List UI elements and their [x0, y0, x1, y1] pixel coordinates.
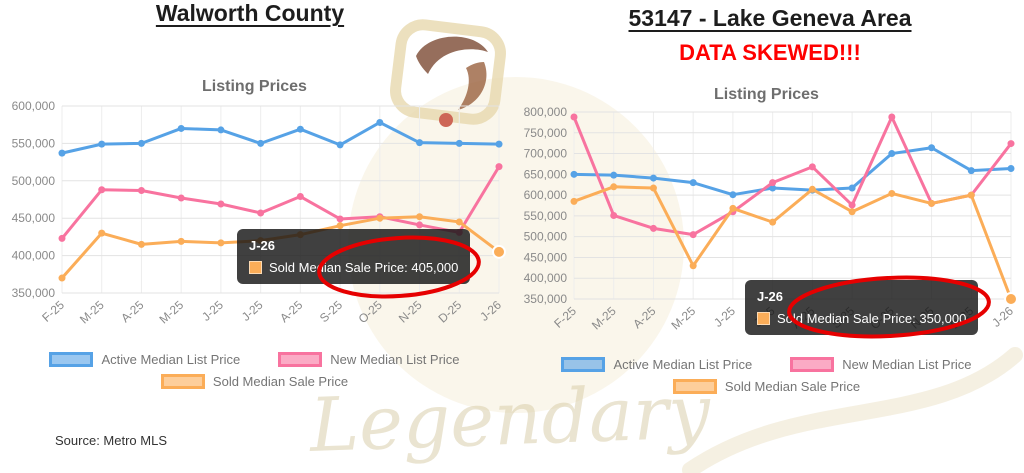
svg-text:650,000: 650,000 — [524, 167, 568, 181]
svg-text:800,000: 800,000 — [524, 105, 568, 119]
left-panel-title: Walworth County — [155, 0, 345, 26]
svg-text:J-25: J-25 — [239, 298, 266, 324]
svg-text:F-25: F-25 — [551, 304, 579, 331]
svg-text:750,000: 750,000 — [524, 126, 568, 140]
svg-text:J-25: J-25 — [199, 298, 226, 324]
logo-emblem — [390, 19, 506, 127]
tooltip-swatch-sold — [249, 261, 262, 274]
walworth-listing-prices-chart[interactable]: F-25 M-25 A-25 M-25 J-25 J-25 A-25 S-25 O-25 N-25… — [2, 98, 507, 343]
watermark-swoosh — [682, 347, 1023, 473]
svg-text:500,000: 500,000 — [12, 174, 56, 188]
legend-label-sold: Sold Median Sale Price — [212, 374, 349, 389]
svg-text:O-25: O-25 — [356, 298, 385, 326]
legend-label-new: New Median List Price — [330, 352, 460, 367]
right-chart-legend: Active Median List Price New Median List… — [514, 357, 1019, 401]
tooltip-title: J-26 — [249, 238, 276, 253]
tooltip-right: J-26 Sold Median Sale Price: 350,000 — [745, 280, 979, 335]
left-chart-legend: Active Median List Price New Median List… — [2, 352, 507, 396]
tooltip-text: Sold Median Sale Price: 350,000 — [777, 311, 967, 326]
legend-swatch-new — [278, 352, 323, 367]
svg-text:700,000: 700,000 — [524, 147, 568, 161]
svg-text:A-25: A-25 — [277, 298, 305, 326]
svg-text:A-25: A-25 — [630, 304, 658, 332]
legend-swatch-new — [790, 357, 835, 372]
legend-label-active: Active Median List Price — [613, 357, 753, 372]
tooltip-left: J-26 Sold Median Sale Price: 405,000 — [237, 229, 471, 284]
svg-text:A-25: A-25 — [118, 298, 146, 326]
svg-text:400,000: 400,000 — [524, 271, 568, 285]
tooltip-text: Sold Median Sale Price: 405,000 — [269, 260, 459, 275]
svg-text:J-26: J-26 — [477, 298, 504, 324]
tooltip-swatch-sold — [757, 312, 770, 325]
source-note: Source: Metro MLS — [55, 433, 167, 448]
legend-item-active-median-list[interactable]: Active Median List Price — [561, 357, 752, 372]
data-skewed-warning: DATA SKEWED!!! — [679, 40, 861, 65]
svg-text:M-25: M-25 — [669, 304, 699, 333]
svg-text:550,000: 550,000 — [12, 136, 56, 150]
legend-label-sold: Sold Median Sale Price — [724, 379, 861, 394]
svg-text:600,000: 600,000 — [524, 188, 568, 202]
svg-text:550,000: 550,000 — [524, 209, 568, 223]
watermark-circle — [348, 77, 684, 413]
svg-text:450,000: 450,000 — [12, 211, 56, 225]
legend-swatch-sold — [160, 374, 205, 389]
left-chart-title: Listing Prices — [202, 78, 307, 95]
svg-text:M-25: M-25 — [77, 298, 107, 327]
legend-swatch-sold — [672, 379, 717, 394]
legend-item-active-median-list[interactable]: Active Median List Price — [49, 352, 240, 367]
svg-text:350,000: 350,000 — [524, 292, 568, 306]
svg-text:D-25: D-25 — [436, 298, 465, 326]
svg-text:F-25: F-25 — [39, 298, 67, 325]
svg-text:450,000: 450,000 — [524, 250, 568, 264]
right-chart-title: Listing Prices — [714, 86, 819, 103]
svg-text:500,000: 500,000 — [524, 230, 568, 244]
legend-swatch-active — [561, 357, 606, 372]
legend-label-active: Active Median List Price — [101, 352, 241, 367]
svg-text:J-26: J-26 — [989, 304, 1016, 330]
svg-text:M-25: M-25 — [589, 304, 619, 333]
tooltip-title: J-26 — [757, 289, 784, 304]
svg-text:400,000: 400,000 — [12, 249, 56, 263]
legend-item-sold-median-sale[interactable]: Sold Median Sale Price — [160, 374, 349, 389]
svg-text:600,000: 600,000 — [12, 99, 56, 113]
right-panel-title: 53147 - Lake Geneva Area — [628, 5, 912, 31]
legend-label-new: New Median List Price — [842, 357, 972, 372]
legend-swatch-active — [49, 352, 94, 367]
svg-text:N-25: N-25 — [396, 298, 425, 326]
legend-item-new-median-list[interactable]: New Median List Price — [790, 357, 972, 372]
svg-text:S-25: S-25 — [317, 298, 345, 326]
svg-text:J-25: J-25 — [711, 304, 738, 330]
legend-item-sold-median-sale[interactable]: Sold Median Sale Price — [672, 379, 861, 394]
legend-item-new-median-list[interactable]: New Median List Price — [278, 352, 460, 367]
svg-text:M-25: M-25 — [157, 298, 187, 327]
svg-text:350,000: 350,000 — [12, 286, 56, 300]
